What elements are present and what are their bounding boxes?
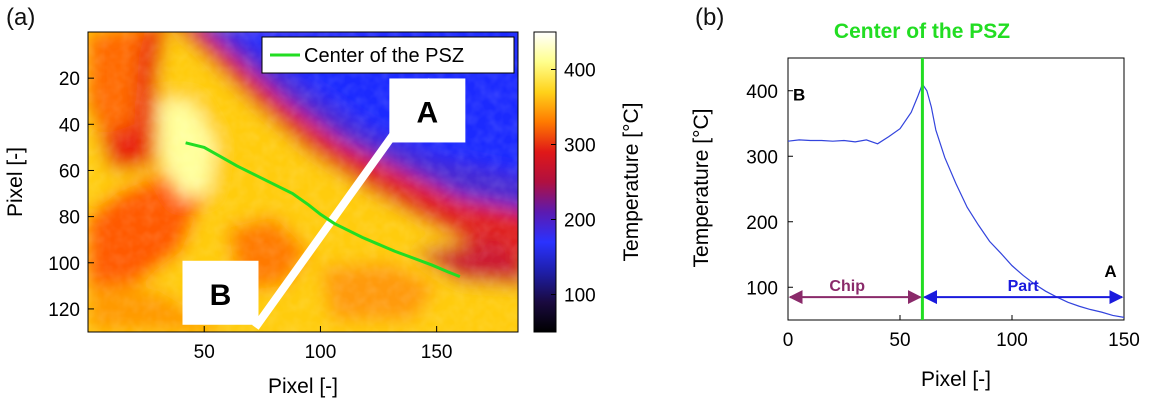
y-tick-label-a: 120 <box>48 300 80 321</box>
colorbar-tick-label: 300 <box>564 136 596 157</box>
y-tick-label-b: 400 <box>746 82 778 103</box>
annotation-box <box>182 260 259 325</box>
x-tick-label-a: 50 <box>194 342 215 363</box>
y-tick-label-b: 300 <box>746 147 778 168</box>
annotation-b-a: A <box>1104 262 1116 281</box>
x-tick-label-a: 150 <box>421 342 453 363</box>
x-axis-label-b: Pixel [-] <box>921 368 991 391</box>
annotation-b: B <box>210 279 232 312</box>
plot-frame-b <box>787 57 1125 321</box>
x-tick-label-b: 100 <box>996 330 1028 351</box>
panel-b-label: (b) <box>695 4 725 31</box>
x-tick-label-b: 150 <box>1108 330 1140 351</box>
line-chart: Center of the PSZ 0 50 100 150 100 200 300 400 C… <box>690 20 1140 391</box>
y-tick-label-a: 40 <box>59 115 80 136</box>
chart-title-b: Center of the PSZ <box>834 20 1010 43</box>
region-label-part: Part <box>1008 278 1040 295</box>
colorbar: 100 200 300 400 <box>533 31 596 333</box>
panel-a-label: (a) <box>6 4 36 31</box>
y-axis-label-b: Temperature [°C] <box>690 109 713 268</box>
y-tick-label-a: 60 <box>59 161 80 182</box>
colorbar-label: Temperature [°C] <box>620 103 643 262</box>
annotation-b-b: B <box>793 86 805 105</box>
heatmap-overlays: AB <box>182 78 466 330</box>
legend-entry: Center of the PSZ <box>304 45 464 67</box>
y-tick-label-b: 100 <box>746 278 778 299</box>
y-tick-label-a: 20 <box>59 69 80 90</box>
heatmap-axes: 50 100 150 20 40 60 80 100 120 <box>48 69 452 363</box>
psz-center-line <box>185 141 461 279</box>
line-plot-area: 0 50 100 150 100 200 300 400 Chip Part B A <box>746 57 1140 351</box>
colorbar-tick-label: 200 <box>564 211 596 232</box>
x-tick-label-b: 0 <box>783 330 794 351</box>
y-tick-label-a: 80 <box>59 208 80 229</box>
annotation-a: A <box>417 96 439 129</box>
y-axis-label-a: Pixel [-] <box>4 147 27 217</box>
y-tick-label-a: 100 <box>48 254 80 275</box>
colorbar-tick-label: 100 <box>564 286 596 307</box>
x-tick-label-b: 50 <box>889 330 910 351</box>
heatmap-legend: Center of the PSZ <box>261 36 515 74</box>
colorbar-tick-label: 400 <box>564 61 596 82</box>
annotation-box <box>389 78 466 143</box>
region-label-chip: Chip <box>829 278 865 295</box>
colorbar-gradient <box>533 31 557 333</box>
x-tick-label-a: 100 <box>305 342 337 363</box>
y-tick-label-b: 200 <box>746 213 778 234</box>
heatmap-frame <box>87 31 519 333</box>
x-axis-label-a: Pixel [-] <box>268 375 338 398</box>
